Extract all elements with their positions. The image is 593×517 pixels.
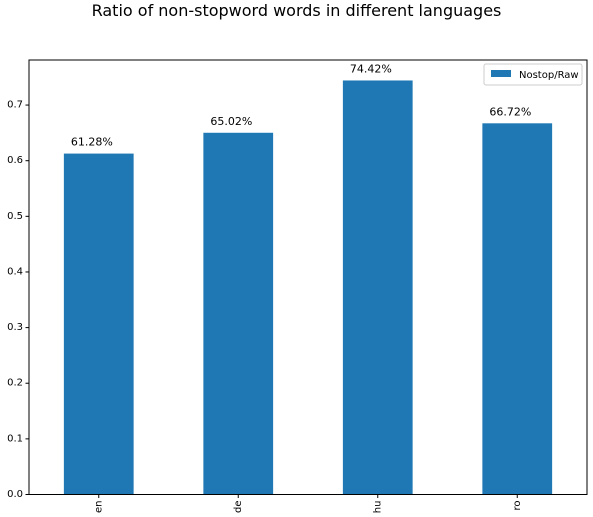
legend-swatch	[491, 70, 511, 77]
y-axis: 0.0 0.1 0.2 0.3 0.4 0.5 0.6 0.7	[7, 100, 29, 500]
x-tick-label-en: en	[93, 501, 104, 514]
y-tick-label: 0.5	[7, 211, 23, 222]
legend-label: Nostop/Raw	[519, 70, 579, 81]
plot-frame	[28, 59, 588, 495]
chart-title: Ratio of non-stopword words in different…	[91, 1, 502, 20]
bar-hu	[342, 80, 413, 495]
legend: Nostop/Raw	[483, 63, 583, 86]
bar-ro	[482, 123, 553, 495]
y-tick-label: 0.6	[7, 155, 23, 166]
y-tick-label: 0.2	[7, 378, 23, 389]
x-tick-label-ro: ro	[512, 501, 523, 511]
y-tick-label: 0.3	[7, 322, 23, 333]
x-tick-label-de: de	[233, 501, 244, 514]
y-tick-label: 0.0	[7, 489, 23, 500]
bar-en	[63, 153, 134, 495]
x-tick-label-hu: hu	[372, 501, 383, 514]
data-labels-group: 61.28% 65.02% 74.42% 66.72%	[71, 62, 531, 148]
data-label-en: 61.28%	[71, 136, 113, 149]
data-label-ro: 66.72%	[489, 105, 531, 118]
data-label-hu: 74.42%	[350, 62, 392, 75]
data-label-de: 65.02%	[210, 115, 252, 128]
y-tick-label: 0.4	[7, 266, 23, 277]
legend-box	[483, 63, 583, 86]
x-axis: en de hu ro	[93, 494, 523, 514]
bars-group	[63, 80, 553, 495]
y-tick-label: 0.1	[7, 433, 23, 444]
bar-de	[203, 132, 274, 495]
y-tick-label: 0.7	[7, 100, 23, 111]
